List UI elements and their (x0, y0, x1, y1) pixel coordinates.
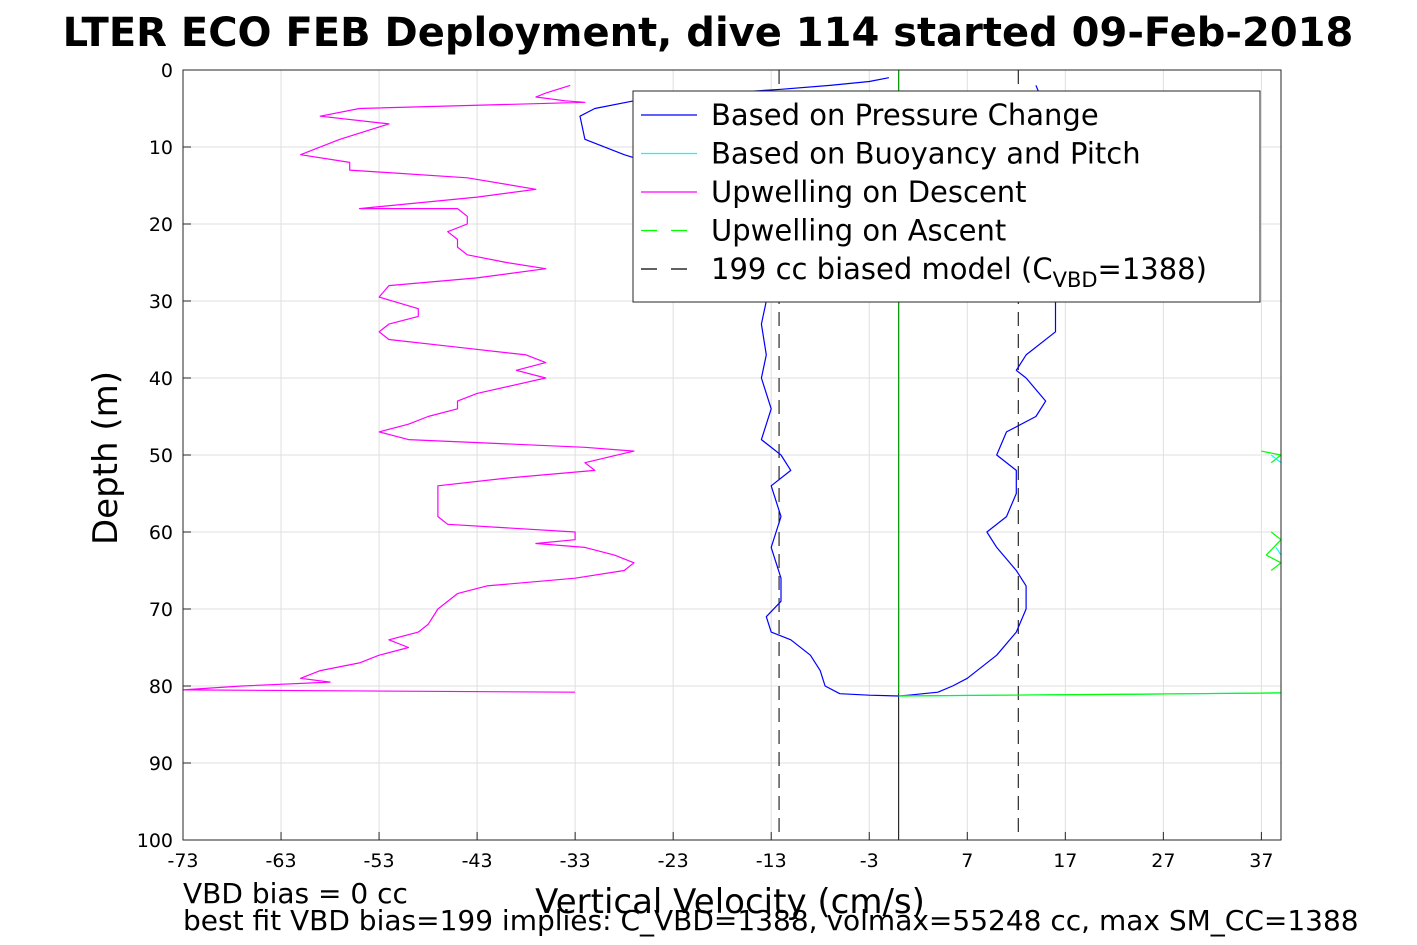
x-tick-label: -33 (560, 850, 591, 872)
y-tick-label: 0 (161, 60, 173, 82)
x-tick-label: -13 (756, 850, 787, 872)
x-axis-label: Vertical Velocity (cm/s) (535, 882, 925, 922)
y-tick-label: 80 (149, 676, 173, 698)
footer-line-best-fit: best fit VBD bias=199 implies: C_VBD=138… (183, 904, 1359, 937)
y-tick-label: 60 (149, 522, 173, 544)
legend-entry: Based on Pressure Change (711, 98, 1099, 132)
y-tick-label: 40 (149, 368, 173, 390)
legend-entry: 199 cc biased model (CVBD=1388) (711, 252, 1207, 292)
x-tick-label: 17 (1053, 850, 1077, 872)
x-tick-label: 37 (1249, 850, 1273, 872)
x-tick-label: -63 (266, 850, 297, 872)
legend-entry: Based on Buoyancy and Pitch (711, 137, 1141, 171)
legend: Based on Pressure Change Based on Buoyanc… (632, 90, 1261, 303)
series-line (898, 692, 1282, 697)
y-axis-label: Depth (m) (86, 371, 126, 545)
y-tick-label: 90 (149, 753, 173, 775)
series-line (1265, 531, 1282, 571)
y-tick-label: 10 (149, 137, 173, 159)
x-tick-label: 27 (1151, 850, 1175, 872)
y-tick-label: 20 (149, 214, 173, 236)
x-tick-label: -43 (462, 850, 493, 872)
footer-line-vbd-bias: VBD bias = 0 cc (183, 877, 408, 910)
series-line (1275, 547, 1282, 556)
legend-entry: Upwelling on Ascent (711, 214, 1006, 248)
series-line (182, 84, 635, 693)
y-tick-label: 100 (137, 830, 173, 852)
y-tick-label: 70 (149, 599, 173, 621)
axis-ticks: -73 -63 -53 -43 -33 -23 -13 -3 7 17 27 37 0 10 20 30 40 5… (137, 60, 1274, 872)
series-line (1270, 454, 1282, 464)
chart-title: LTER ECO FEB Deployment, dive 114 starte… (63, 10, 1354, 56)
x-tick-label: -73 (167, 850, 198, 872)
x-tick-label: 7 (961, 850, 973, 872)
legend-text-subscript: VBD (1053, 268, 1098, 292)
y-tick-label: 50 (149, 445, 173, 467)
legend-entry: Upwelling on Descent (711, 175, 1027, 209)
x-tick-label: -53 (364, 850, 395, 872)
legend-text-end: =1388) (1098, 252, 1207, 286)
y-tick-label: 30 (149, 291, 173, 313)
x-tick-label: -23 (658, 850, 689, 872)
legend-text-main: 199 cc biased model (C (711, 252, 1053, 286)
x-tick-label: -3 (860, 850, 879, 872)
